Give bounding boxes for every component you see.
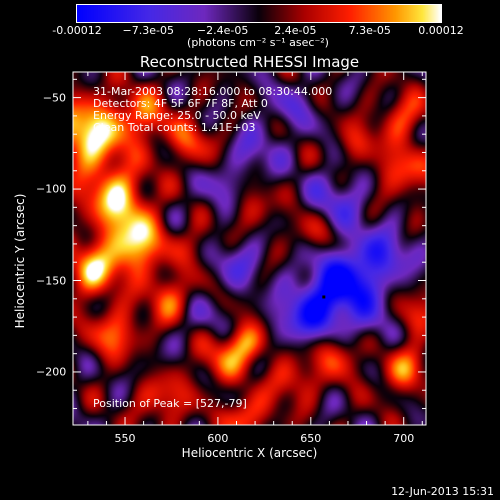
colorbar-tick-label: -0.00012	[52, 24, 102, 37]
x-tick-label: 600	[207, 432, 229, 445]
peak-marker	[322, 295, 326, 299]
x-tick-label: 650	[300, 432, 322, 445]
colorbar-tick-label: 7.3e-05	[348, 24, 391, 37]
heatmap-image	[73, 72, 426, 425]
date-stamp: 12-Jun-2013 15:31	[391, 485, 494, 498]
colorbar-tick-label: 2.4e-05	[274, 24, 317, 37]
colorbar-tick-label: −2.4e-05	[196, 24, 249, 37]
colorbar	[76, 4, 442, 23]
detectors-label: Detectors: 4F 5F 6F 7F 8F, Att 0	[93, 97, 268, 110]
x-axis-title: Heliocentric X (arcsec)	[181, 446, 318, 460]
y-tick-label: −50	[42, 91, 66, 105]
chart-title: Reconstructed RHESSI Image	[139, 53, 360, 71]
x-tick-label: 700	[393, 432, 415, 445]
y-tick-label: −200	[36, 365, 67, 379]
observation-info: 31-Mar-2003 08:28:16.000 to 08:30:44.000…	[93, 86, 332, 134]
clean-counts-label: Clean Total counts: 1.41E+03	[93, 121, 256, 134]
energy-range-label: Energy Range: 25.0 - 50.0 keV	[93, 109, 261, 122]
time-range-label: 31-Mar-2003 08:28:16.000 to 08:30:44.000	[93, 85, 333, 98]
y-tick-label: −150	[36, 274, 67, 287]
y-tick-label: −100	[36, 182, 67, 196]
colorbar-units: (photons cm⁻² s⁻¹ asec⁻²)	[187, 36, 329, 49]
x-tick-label: 550	[114, 432, 136, 445]
colorbar-tick-label: 0.00012	[418, 24, 464, 37]
colorbar-tick-label: −7.3e-05	[122, 24, 175, 37]
peak-position-label: Position of Peak = [527,-79]	[93, 397, 247, 410]
plot-frame	[72, 71, 427, 426]
y-axis-title: Heliocentric Y (arcsec)	[13, 193, 27, 329]
